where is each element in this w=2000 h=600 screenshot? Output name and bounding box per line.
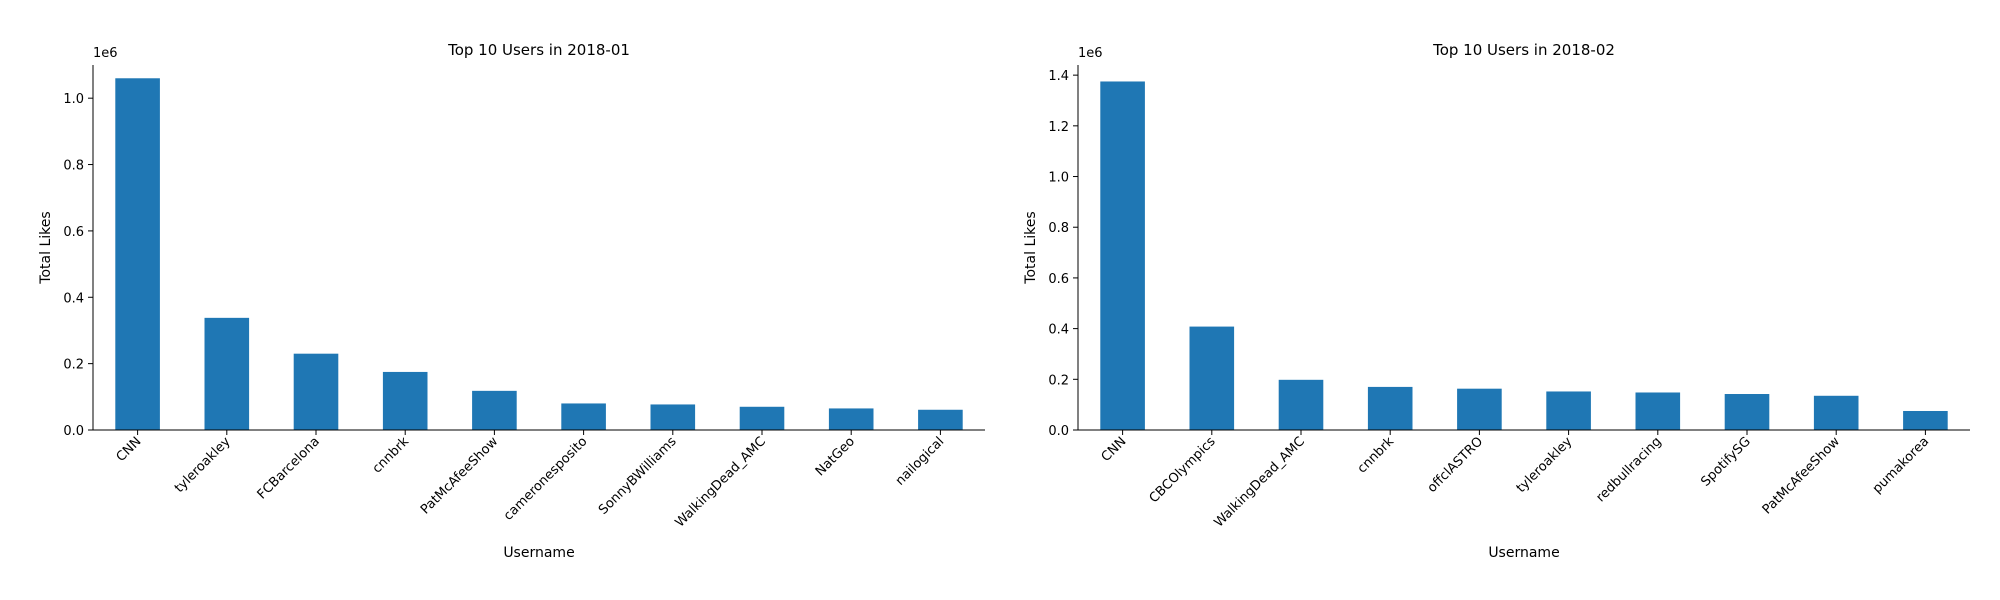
bar-CNN <box>1100 81 1145 430</box>
x-tick-label: CBCOlympics <box>1147 434 1219 506</box>
bar-cnnbrk <box>1367 386 1413 430</box>
y-tick-label: 0.8 <box>1048 221 1069 236</box>
bar-CBCOlympics <box>1189 326 1235 430</box>
y-tick-label: 0.4 <box>1048 323 1069 338</box>
x-axis-label: Username <box>1488 545 1559 561</box>
bar-pumakorea <box>1903 410 1948 430</box>
x-tick-label: PatMcAfeeShow <box>1760 434 1844 518</box>
bar-PatMcAfeeShow <box>472 390 517 430</box>
x-tick-label: offclASTRO <box>1425 434 1487 496</box>
bar-NatGeo <box>828 408 874 430</box>
y-tick-label: 0.0 <box>1048 424 1069 439</box>
chart-title: Top 10 Users in 2018-02 <box>1432 41 1615 59</box>
x-tick-label: SpotifySG <box>1698 434 1754 490</box>
y-tick-label: 1.2 <box>1048 120 1069 135</box>
bar-FCBarcelona <box>293 353 339 430</box>
bar-redbullracing <box>1635 392 1681 430</box>
x-tick-label: cnnbrk <box>370 434 413 477</box>
y-tick-label: 0.2 <box>1048 373 1069 388</box>
bar-offclASTRO <box>1457 388 1502 430</box>
x-tick-label: FCBarcelona <box>255 434 323 502</box>
bar-tyleroakley <box>204 317 250 430</box>
x-tick-label: redbullracing <box>1593 434 1664 505</box>
y-tick-label: 0.6 <box>1048 272 1069 287</box>
x-tick-label: PatMcAfeeShow <box>418 434 502 518</box>
x-tick-label: WalkingDead_AMC <box>673 434 769 530</box>
y-tick-label: 0.0 <box>63 424 84 439</box>
x-tick-label: nailogical <box>893 434 947 488</box>
chart-panel-2018-01: Top 10 Users in 2018-01 0.0 0.2 0.4 0.6 0.8 1.… <box>38 41 985 561</box>
x-axis-label: Username <box>503 545 574 561</box>
y-tick-label: 0.6 <box>63 225 84 240</box>
y-offset-label: 1e6 <box>93 46 118 61</box>
y-offset-label: 1e6 <box>1078 46 1103 61</box>
chart-panel-2018-02: Top 10 Users in 2018-02 0.0 0.2 0.4 0.6 0.8 1.… <box>1023 41 1970 561</box>
chart-title: Top 10 Users in 2018-01 <box>447 41 630 59</box>
bar-SpotifySG <box>1724 394 1770 430</box>
x-tick-label: CNN <box>114 434 145 465</box>
bar-WalkingDead_AMC <box>1278 379 1324 430</box>
bar-CNN <box>115 78 160 430</box>
y-tick-label: 0.8 <box>63 159 84 174</box>
x-tick-label: cnnbrk <box>1355 434 1398 477</box>
bar-PatMcAfeeShow <box>1813 395 1859 430</box>
y-axis-label: Total Likes <box>1023 211 1039 284</box>
x-tick-label: NatGeo <box>813 434 858 479</box>
y-tick-label: 1.0 <box>63 92 84 107</box>
x-tick-label: cameronesposito <box>501 434 590 523</box>
x-tick-label: tyleroakley <box>1514 434 1576 496</box>
y-tick-label: 0.4 <box>63 291 84 306</box>
bar-nailogical <box>918 409 963 430</box>
y-tick-label: 1.0 <box>1048 171 1069 186</box>
x-tick-label: tyleroakley <box>172 434 234 496</box>
x-tick-label: pumakorea <box>1870 434 1932 496</box>
x-tick-label: WalkingDead_AMC <box>1212 434 1308 530</box>
bar-cameronesposito <box>561 403 606 430</box>
bar-SonnyBWilliams <box>650 404 696 430</box>
y-axis-label: Total Likes <box>38 211 54 284</box>
y-tick-label: 1.4 <box>1048 69 1069 84</box>
x-tick-label: CNN <box>1099 434 1130 465</box>
bar-WalkingDead_AMC <box>739 406 785 430</box>
x-tick-label: SonnyBWilliams <box>596 434 680 518</box>
y-tick-label: 0.2 <box>63 358 84 373</box>
bar-cnnbrk <box>382 371 428 430</box>
bar-tyleroakley <box>1546 391 1591 430</box>
